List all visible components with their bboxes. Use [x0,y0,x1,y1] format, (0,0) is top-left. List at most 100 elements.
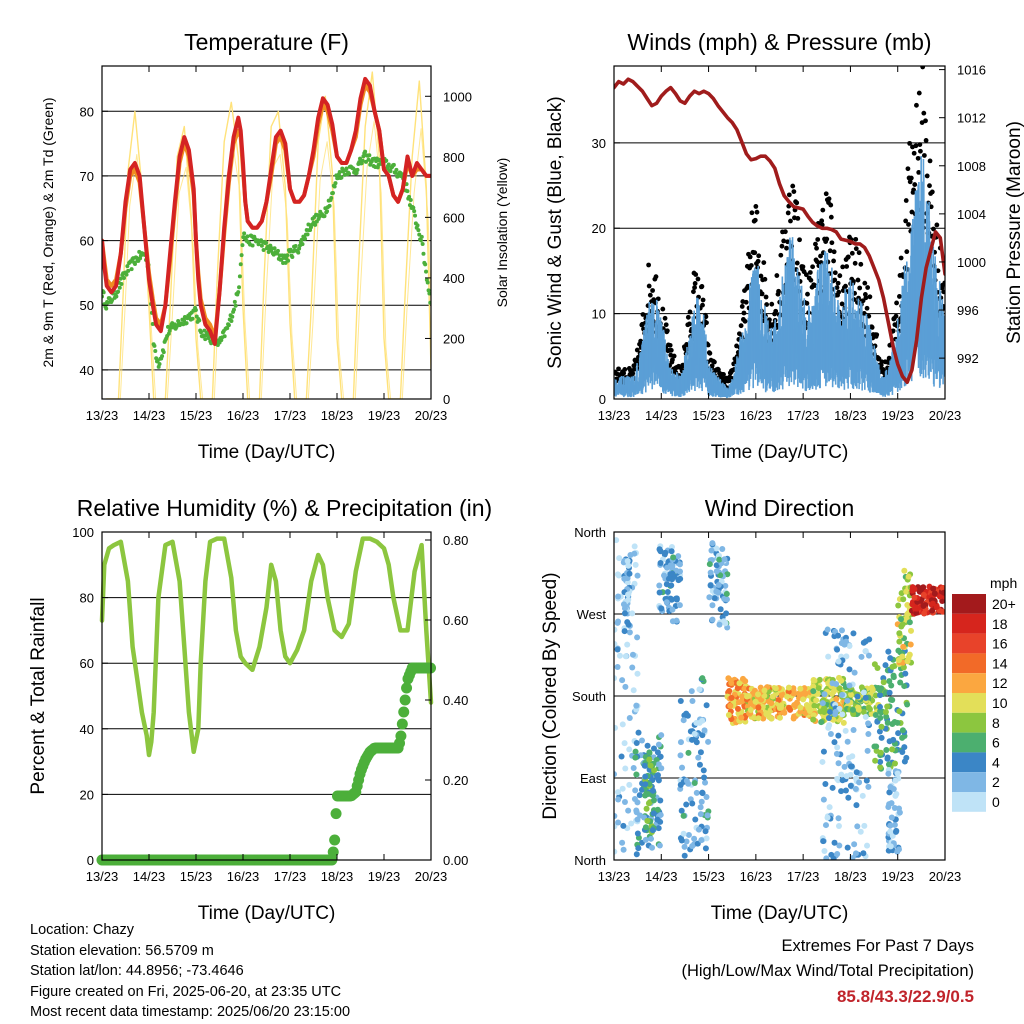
gust-point [800,264,806,270]
direction-point [907,641,914,648]
x-axis-label: Time (Day/UTC) [711,903,849,924]
direction-point [821,691,828,698]
gust-point [856,295,861,301]
direction-point [633,740,640,747]
direction-point [833,680,840,687]
direction-point [677,568,684,575]
direction-point [823,855,830,860]
dewpoint-point [116,289,121,294]
gust-point [835,280,841,286]
direction-point [864,747,871,754]
direction-point [900,596,907,603]
direction-point [717,572,724,579]
gust-point [923,138,929,143]
direction-point [907,627,914,634]
gust-point [860,298,866,304]
temperature-panel: 13/23 14/23 15/23 16/23 17/23 18/23 19/23 20/23… [40,29,510,463]
direction-point [884,703,891,710]
direction-point [683,838,690,845]
gust-point [663,322,669,328]
x-tick-label: 17/23 [274,869,307,884]
direction-point [677,697,684,704]
dewpoint-point [384,158,389,163]
direction-point [634,799,641,806]
dewpoint-point [242,231,247,236]
direction-point [626,781,633,788]
y2-tick-label: 1000 [443,89,472,104]
y2-tick-label: 0.40 [443,693,468,708]
direction-point [785,704,792,711]
gust-point [747,254,753,260]
direction-point [698,837,705,844]
legend-swatch [952,673,986,693]
direction-point [902,670,909,677]
direction-point [851,669,858,676]
direction-point [614,537,620,544]
direction-point [761,687,768,694]
direction-point [642,773,649,780]
gust-point [828,214,834,220]
gust-point [865,285,871,290]
direction-point [689,843,696,850]
direction-point [831,839,838,846]
direction-point [863,777,870,784]
direction-point [844,844,851,851]
gust-point [864,305,870,311]
direction-point [655,777,662,784]
direction-point [797,708,804,715]
direction-point [877,764,884,771]
direction-point [901,683,908,690]
x-tick-label: 18/23 [321,408,354,423]
dewpoint-point [225,326,230,331]
dewpoint-point [206,336,211,341]
y-tick-label: East [580,771,606,786]
direction-point [693,739,700,746]
direction-point [679,764,686,771]
dewpoint-point [416,228,421,233]
gust-point [646,262,652,268]
x-tick-label: 20/23 [929,869,962,884]
y-tick-label: 60 [80,656,94,671]
direction-point [661,551,668,558]
direction-point [854,823,861,830]
direction-point [631,543,638,550]
dewpoint-point [239,253,244,258]
legend-swatch [952,752,986,773]
direction-point [785,684,792,691]
direction-point [725,675,732,682]
dewpoint-point [229,319,234,324]
gust-point [914,102,919,108]
direction-point [625,591,632,598]
gust-point [763,294,769,300]
gust-point [671,353,677,359]
direction-point [858,684,865,691]
dewpoint-point [160,354,165,359]
gust-point [748,263,754,268]
gust-point [810,264,815,270]
direction-point [776,714,783,721]
direction-point [844,697,851,704]
gust-point [752,217,758,223]
gust-point [776,288,781,294]
direction-point [727,702,734,709]
direction-point [622,683,629,690]
direction-point [889,663,896,670]
x-tick-label: 16/23 [227,869,260,884]
gust-point [786,192,792,198]
direction-point [873,743,880,750]
speed-legend: mph 20+ 18 16 14 12 10 8 6 4 2 0 [952,575,1017,812]
gust-point [752,250,758,256]
direction-point [633,771,640,778]
legend-swatch [952,633,986,654]
direction-point [811,677,818,684]
direction-point [644,742,651,749]
gust-point [638,338,644,344]
x-tick-label: 14/23 [133,869,166,884]
gust-point [911,150,917,156]
direction-point [642,781,649,788]
direction-point [826,804,833,811]
precip-point [398,706,410,718]
x-tick-label: 18/23 [834,408,867,423]
direction-point [646,756,653,763]
direction-point [877,692,884,699]
